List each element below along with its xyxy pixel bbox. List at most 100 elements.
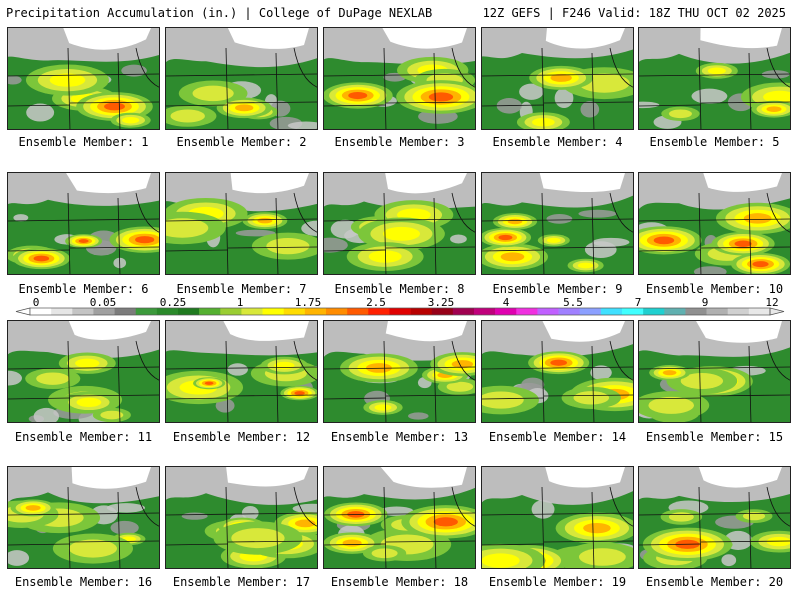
precip-contour (578, 548, 626, 566)
state-border (541, 47, 545, 129)
dry-patch (26, 103, 55, 122)
state-border (591, 491, 595, 568)
precip-contour (49, 73, 86, 87)
colorbar-segment (495, 308, 517, 315)
ensemble-member-label: Ensemble Member: 11 (14, 430, 153, 444)
colorbar-tick-label: 1.75 (295, 296, 322, 309)
precip-contour (507, 218, 523, 225)
ensemble-panel-15 (638, 320, 791, 423)
ensemble-member-label: Ensemble Member: 5 (649, 135, 780, 149)
no-precip-region (542, 321, 625, 342)
state-border (700, 540, 790, 543)
precip-map (8, 467, 159, 568)
state-border (227, 540, 317, 543)
colorbar-segment (685, 308, 707, 315)
no-precip-region (66, 173, 151, 194)
colorbar-segment (706, 308, 729, 315)
precip-contour (742, 511, 766, 521)
precip-map (324, 321, 475, 422)
state-border (383, 486, 387, 568)
dry-patch (590, 365, 612, 380)
state-border (451, 486, 475, 527)
dry-patch (110, 520, 139, 535)
no-precip-region (71, 467, 151, 489)
dry-patch (287, 121, 317, 129)
ensemble-panel-6 (7, 172, 160, 275)
state-border (293, 340, 317, 381)
precip-contour (104, 102, 125, 111)
precip-contour (707, 67, 726, 75)
colorbar-tick-label: 9 (702, 296, 709, 309)
precip-contour (68, 539, 117, 558)
colorbar-segment (622, 308, 644, 315)
colorbar-tick-label: 0.05 (90, 296, 117, 309)
state-border (700, 246, 790, 249)
state-border (609, 486, 633, 527)
precip-contour (100, 410, 124, 420)
precip-contour (482, 391, 524, 409)
no-precip-region (230, 173, 309, 194)
dry-patch (8, 550, 30, 566)
state-border (591, 197, 595, 274)
ensemble-panel-11 (7, 320, 160, 423)
state-border (543, 540, 633, 543)
precip-contour (348, 91, 368, 100)
dry-patch (450, 234, 467, 244)
colorbar-segment (326, 308, 348, 315)
state-border (225, 192, 229, 274)
ensemble-member-label: Ensemble Member: 8 (334, 282, 465, 296)
dry-patch (181, 512, 208, 520)
precip-map (324, 28, 475, 129)
state-border (543, 394, 633, 397)
state-border (8, 543, 71, 546)
precip-contour (550, 359, 568, 366)
state-border (8, 397, 71, 400)
precip-contour (451, 360, 474, 369)
precip-contour (166, 218, 209, 238)
state-border (8, 512, 159, 516)
state-border (433, 491, 437, 568)
precip-contour (433, 517, 458, 527)
precip-contour (122, 116, 140, 124)
state-border (700, 101, 790, 104)
precip-contour (76, 397, 102, 407)
colorbar-segment (114, 308, 137, 315)
dry-patch (227, 363, 248, 376)
colorbar-segment (135, 308, 158, 315)
precip-map (8, 321, 159, 422)
precip-map (324, 173, 475, 274)
precip-contour (766, 536, 790, 547)
precip-contour (577, 262, 594, 269)
state-border (166, 218, 317, 222)
colorbar-segment (410, 308, 433, 315)
precip-map (8, 28, 159, 129)
state-border (117, 345, 121, 422)
state-border (324, 249, 387, 252)
state-border (385, 101, 475, 104)
precip-contour (78, 239, 89, 243)
precip-contour (428, 92, 454, 102)
state-border (166, 397, 229, 400)
colorbar-segment (579, 308, 602, 315)
precip-contour (743, 213, 772, 224)
state-border (766, 192, 790, 233)
ensemble-member-label: Ensemble Member: 15 (645, 430, 784, 444)
ensemble-panel-19 (481, 466, 634, 569)
state-border (433, 197, 437, 274)
colorbar-left-arrow (15, 307, 31, 316)
no-precip-region (700, 28, 782, 49)
precip-contour (266, 238, 310, 255)
ensemble-member-label: Ensemble Member: 20 (645, 575, 784, 589)
state-border (482, 397, 545, 400)
precip-map (8, 173, 159, 274)
state-border (324, 366, 475, 370)
state-border (700, 394, 790, 397)
colorbar-segment (368, 308, 390, 315)
precip-contour (766, 106, 782, 112)
state-border (639, 104, 702, 107)
ensemble-member-label: Ensemble Member: 19 (488, 575, 627, 589)
state-border (383, 47, 387, 129)
precip-contour (371, 548, 398, 559)
dry-patch (408, 412, 429, 420)
state-border (639, 366, 790, 370)
